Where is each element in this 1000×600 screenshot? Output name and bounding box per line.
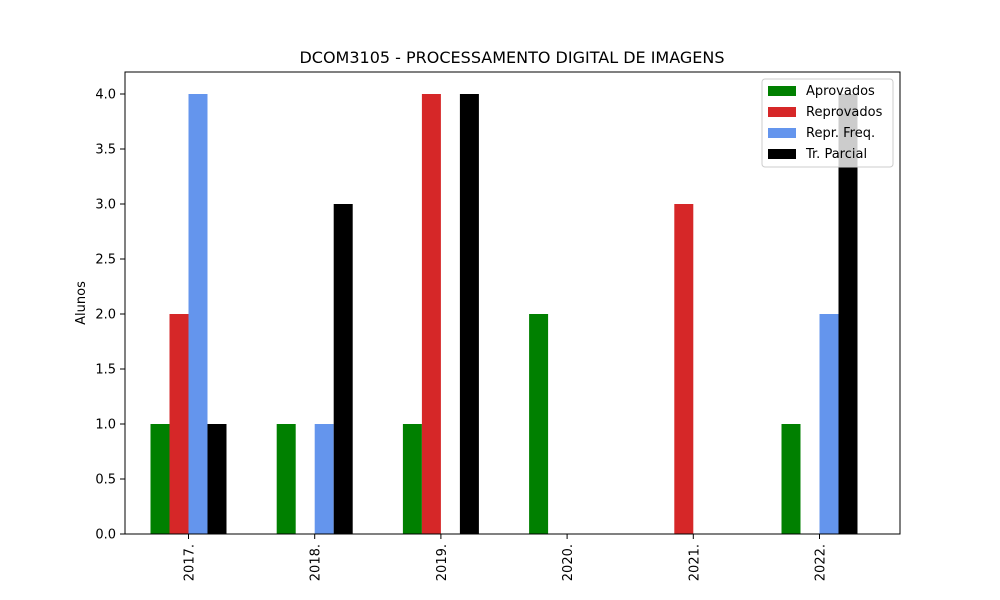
bar-aprovados-2017 bbox=[150, 424, 170, 534]
legend-label: Reprovados bbox=[806, 105, 883, 120]
y-tick-label: 4.0 bbox=[95, 88, 116, 103]
bar-tr-parcial-2022 bbox=[838, 94, 858, 534]
plot-frame bbox=[124, 71, 901, 535]
bar-reprovados-2017 bbox=[169, 314, 189, 534]
y-tick-label: 3.5 bbox=[95, 143, 116, 158]
x-tick-label: 2019. bbox=[435, 544, 450, 581]
bar-tr-parcial-2018 bbox=[333, 204, 353, 534]
bars-group bbox=[150, 94, 858, 534]
bar-tr-parcial-2017 bbox=[207, 424, 227, 534]
legend-swatch bbox=[768, 107, 796, 117]
y-tick-label: 2.5 bbox=[95, 253, 116, 268]
y-tick-label: 0.0 bbox=[95, 528, 116, 543]
bar-aprovados-2018 bbox=[276, 424, 296, 534]
bar-reprovados-2021 bbox=[674, 204, 694, 534]
x-tick-label: 2018. bbox=[309, 544, 324, 581]
chart-title: DCOM3105 - PROCESSAMENTO DIGITAL DE IMAG… bbox=[299, 48, 724, 67]
y-axis-label: Alunos bbox=[74, 281, 89, 325]
y-tick-label: 1.5 bbox=[95, 363, 116, 378]
bar-aprovados-2019 bbox=[402, 424, 422, 534]
y-axis: 0.0 0.5 1.0 1.5 2.0 2.5 3.0 3.5 4.0 bbox=[95, 88, 125, 543]
legend-swatch bbox=[768, 149, 796, 159]
y-tick-label: 2.0 bbox=[95, 308, 116, 323]
bar-aprovados-2022 bbox=[781, 424, 801, 534]
legend-label: Aprovados bbox=[806, 84, 875, 99]
x-tick-label: 2022. bbox=[814, 544, 829, 581]
y-tick-label: 0.5 bbox=[95, 473, 116, 488]
x-tick-label: 2021. bbox=[687, 544, 702, 581]
x-axis: 2017. 2018. 2019. 2020. 2021. 2022. bbox=[183, 534, 829, 581]
legend: Aprovados Reprovados Repr. Freq. Tr. Parcia… bbox=[761, 78, 894, 168]
legend-label: Repr. Freq. bbox=[806, 126, 875, 141]
bar-repr-freq-2017 bbox=[188, 94, 208, 534]
legend-swatch bbox=[768, 86, 796, 96]
legend-swatch bbox=[768, 128, 796, 138]
bar-repr-freq-2018 bbox=[314, 424, 334, 534]
bar-repr-freq-2022 bbox=[819, 314, 839, 534]
bar-reprovados-2019 bbox=[421, 94, 441, 534]
legend-label: Tr. Parcial bbox=[805, 147, 867, 162]
legend-box bbox=[761, 78, 894, 168]
x-tick-label: 2020. bbox=[561, 544, 576, 581]
bar-tr-parcial-2019 bbox=[459, 94, 479, 534]
bar-aprovados-2020 bbox=[529, 314, 549, 534]
x-tick-label: 2017. bbox=[183, 544, 198, 581]
y-tick-label: 1.0 bbox=[95, 418, 116, 433]
y-tick-label: 3.0 bbox=[95, 198, 116, 213]
